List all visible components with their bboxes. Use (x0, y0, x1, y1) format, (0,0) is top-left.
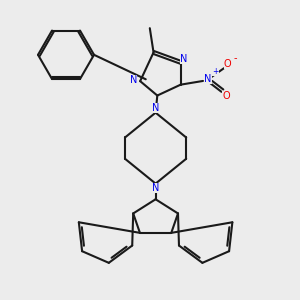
Text: N: N (204, 74, 211, 84)
Text: N: N (152, 103, 159, 113)
Text: N: N (152, 183, 159, 193)
Text: N: N (180, 54, 187, 64)
Text: +: + (212, 68, 219, 76)
Text: O: O (222, 91, 230, 101)
Text: O: O (224, 59, 231, 69)
Text: -: - (233, 54, 237, 64)
Text: N: N (130, 75, 137, 85)
